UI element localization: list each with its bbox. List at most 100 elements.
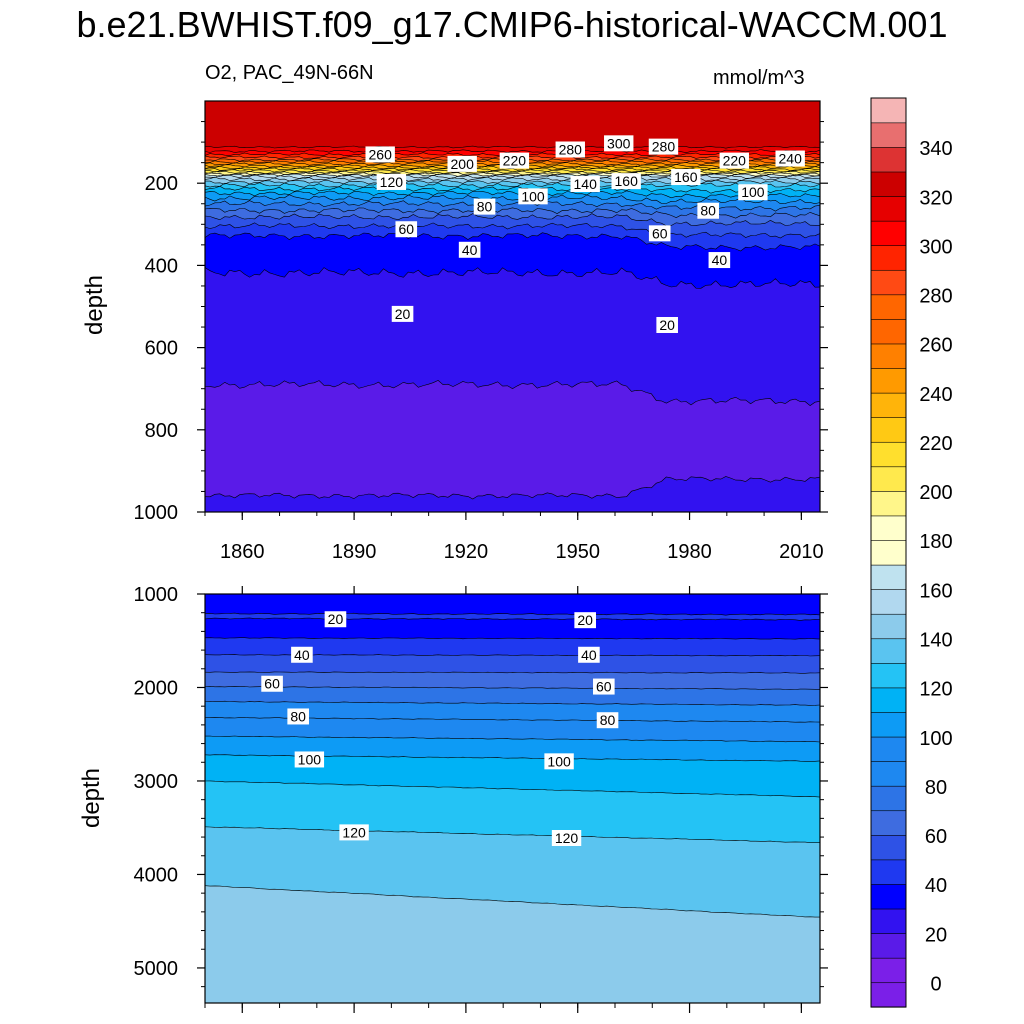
- upper-contour-1: [205, 149, 820, 154]
- upper-contour-label: 20: [656, 316, 678, 333]
- upper-contour-11: [205, 170, 820, 175]
- contour-label-text: 20: [395, 306, 411, 322]
- upper-contour-12: [205, 171, 820, 176]
- colorbar-box: [870, 834, 907, 861]
- colorbar-tick-label: 140: [919, 629, 952, 651]
- contour-label-text: 80: [700, 203, 716, 219]
- upper-contour-label: 280: [648, 138, 679, 155]
- upper-contour-27: [205, 380, 820, 406]
- upper-contour-label: 140: [570, 176, 600, 193]
- contour-label-text: 80: [600, 712, 616, 728]
- colorbar-box: [870, 269, 907, 296]
- colorbar-tick-label: 320: [919, 187, 952, 209]
- upper-contour-label: 280: [555, 141, 585, 158]
- lower-contour-label: 80: [287, 708, 309, 725]
- colorbar-tick-label: 60: [925, 826, 947, 848]
- colorbar-box: [870, 908, 907, 934]
- contour-label-text: 60: [596, 679, 612, 695]
- contour-label-text: 200: [451, 156, 475, 172]
- colorbar-box: [870, 294, 907, 320]
- colorbar-box: [870, 146, 907, 173]
- upper-contour-label: 40: [458, 241, 481, 258]
- lower-contour-4: [205, 671, 820, 674]
- colorbar-tick-label: 180: [919, 531, 952, 553]
- upper-contour-24: [205, 222, 820, 239]
- upper-y-axis-label: depth: [81, 275, 108, 335]
- upper-contour-23: [205, 213, 820, 227]
- colorbar-box: [870, 932, 907, 959]
- upper-x-tick-label: 1860: [220, 541, 265, 563]
- lower-contour-label: 120: [551, 829, 582, 846]
- colorbar-box: [870, 638, 907, 664]
- upper-contour-fill: [205, 101, 820, 512]
- lower-contour-label: 40: [578, 646, 600, 663]
- upper-contour-label: 100: [738, 184, 768, 201]
- contour-label-box: [339, 824, 369, 841]
- colorbar-box: [870, 318, 907, 345]
- contour-label-text: 80: [477, 199, 493, 215]
- contour-label-text: 280: [652, 139, 676, 155]
- colorbar-box: [870, 687, 907, 713]
- lower-contour-lines: [205, 612, 820, 918]
- chart-title: b.e21.BWHIST.f09_g17.CMIP6-historical-WA…: [76, 4, 948, 45]
- contour-label-box: [656, 316, 678, 333]
- upper-contour-label: 240: [775, 150, 805, 167]
- contour-label-box: [261, 675, 283, 692]
- colorbar-box: [870, 736, 907, 762]
- lower-contour-label: 60: [593, 678, 615, 695]
- upper-y-tick-label: 1000: [134, 502, 179, 524]
- lower-band-12: [205, 885, 820, 1003]
- contour-label-box: [291, 646, 313, 663]
- upper-contour-26: [205, 267, 820, 289]
- contour-label-text: 60: [652, 225, 668, 241]
- colorbar-box: [870, 662, 907, 689]
- upper-contour-label: 160: [671, 169, 701, 186]
- contour-label-box: [544, 753, 574, 770]
- upper-contour-13: [205, 173, 820, 178]
- upper-contour-lines: [205, 145, 820, 500]
- contour-label-box: [447, 155, 477, 172]
- colorbar-tick-label: 280: [919, 286, 952, 308]
- contour-label-text: 160: [615, 173, 639, 189]
- contour-label-box: [697, 202, 719, 219]
- colorbar-box: [870, 171, 907, 197]
- upper-contour-labels: 260 200 220 280 300 280 220 240 120 100 140 160 160 1…: [365, 135, 805, 333]
- upper-y-tick-label: 600: [145, 338, 178, 360]
- colorbar-frame: [870, 97, 907, 1008]
- upper-contour-label: 120: [376, 173, 407, 190]
- upper-contour-label: 200: [447, 155, 477, 172]
- colorbar-box: [870, 97, 907, 124]
- lower-plot-frame: [204, 593, 821, 1004]
- contour-label-text: 40: [712, 252, 728, 268]
- contour-label-box: [708, 252, 731, 269]
- contour-label-box: [738, 184, 768, 201]
- units-label: mmol/m^3: [713, 67, 805, 89]
- upper-contour-label: 220: [719, 152, 749, 169]
- upper-y-tick-label: 200: [145, 173, 178, 195]
- colorbar-tick-label: 120: [919, 679, 952, 701]
- colorbar-box: [870, 417, 907, 443]
- contour-label-box: [551, 829, 582, 846]
- contour-label-text: 20: [328, 611, 344, 627]
- contour-label-box: [287, 708, 309, 725]
- upper-contour-28: [205, 476, 820, 500]
- contour-label-text: 240: [779, 151, 803, 167]
- lower-contour-fill: [205, 594, 820, 1003]
- contour-label-text: 100: [521, 188, 545, 204]
- contour-label-box: [578, 646, 600, 663]
- colorbar-box: [870, 564, 907, 590]
- contour-label-text: 40: [462, 242, 478, 258]
- contour-label-box: [719, 152, 749, 169]
- contour-label-box: [518, 188, 548, 205]
- upper-x-tick-label: 1920: [444, 541, 489, 563]
- upper-contour-label: 60: [648, 225, 671, 242]
- contour-label-box: [596, 712, 619, 729]
- upper-contour-label: 160: [611, 173, 641, 190]
- lower-contour-1: [205, 617, 820, 621]
- contour-label-box: [555, 141, 585, 158]
- contour-label-text: 160: [674, 169, 698, 185]
- contour-label-text: 120: [555, 830, 579, 846]
- contour-label-text: 280: [559, 141, 583, 157]
- lower-y-tick-label: 5000: [134, 958, 179, 980]
